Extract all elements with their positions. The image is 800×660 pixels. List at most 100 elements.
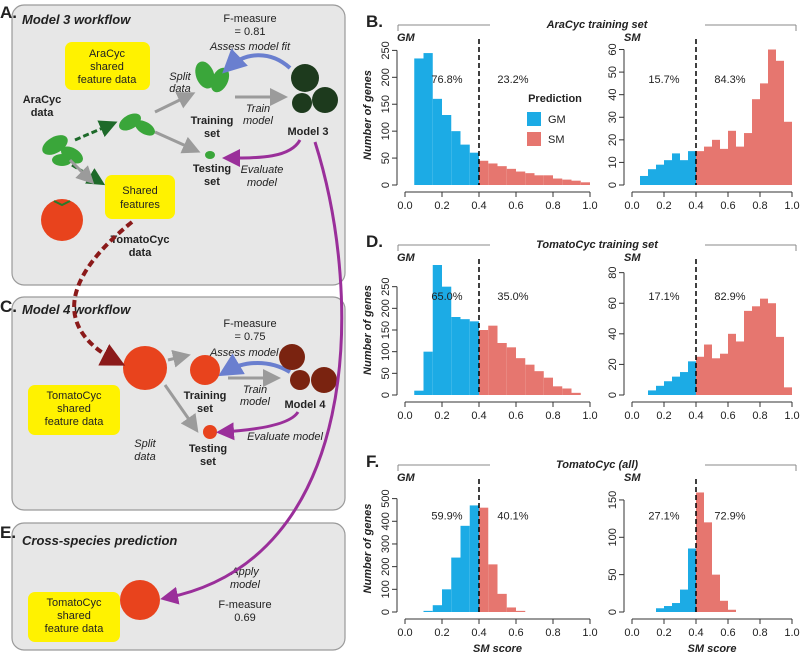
label: F-measure [218,599,271,611]
bar [688,361,696,395]
bar [488,163,498,185]
bar [784,121,792,185]
bar [776,60,784,185]
x-tick-label: 0.8 [752,410,767,422]
tomato-icon [120,580,160,620]
y-tick-label: 0 [607,182,619,188]
feature-box [105,175,175,219]
label: TomatoCyc [46,390,102,402]
label: shared [57,610,91,622]
bar [553,386,563,395]
bar [516,358,526,395]
y-tick-label: 250 [380,41,392,59]
bar [720,353,728,395]
x-tick-label: 1.0 [784,410,799,422]
y-tick-label: 0 [380,392,392,398]
legend-swatch [527,112,541,126]
bar [744,133,752,185]
percent-label: 40.1% [497,510,528,522]
x-tick-label: 0.4 [471,410,486,422]
bar [736,146,744,185]
bar [696,356,704,395]
label: Training [191,115,234,127]
label: TomatoCyc [46,597,102,609]
group-title: TomatoCyc (all) [556,459,638,471]
bar [460,525,470,612]
y-axis-label: Number of genes [362,285,374,375]
cross-panel: E. Cross-species prediction Apply model … [0,522,346,651]
label: set [197,403,213,415]
hist-title: GM [397,472,416,484]
label: model [230,579,261,591]
percent-label: 82.9% [714,291,745,303]
y-tick-label: 100 [607,528,619,546]
panel-letter: A. [0,3,17,22]
bar [469,321,479,395]
bar [744,310,752,395]
bar [712,574,720,612]
label: Split [134,438,156,450]
gear-icon [291,64,338,113]
x-tick-label: 0.0 [624,627,639,639]
bar [543,175,553,185]
hist-title: GM [397,32,416,44]
bar [664,381,672,395]
bar [664,160,672,185]
x-tick-label: 1.0 [582,627,597,639]
label: set [204,176,220,188]
y-tick-label: 400 [380,512,392,530]
y-tick-label: 40 [607,89,619,101]
bar [664,606,672,612]
bar [672,153,680,185]
bar [497,166,507,185]
group-title: TomatoCyc training set [536,239,659,251]
bar [768,49,776,185]
bar [534,371,544,395]
x-tick-label: 0.2 [656,410,671,422]
panel-title: Model 3 workflow [22,12,131,27]
x-tick-label: 0.4 [688,627,703,639]
x-tick-label: 1.0 [784,200,799,212]
label: Testing [193,163,231,175]
tomato-icon [123,346,167,390]
percent-label: 84.3% [714,74,745,86]
percent-label: 23.2% [497,74,528,86]
y-tick-label: 100 [380,580,392,598]
bar [720,148,728,185]
x-tick-label: 0.2 [434,200,449,212]
label: F-measure [223,318,276,330]
percent-label: 27.1% [648,510,679,522]
panel-letter: E. [0,523,16,542]
panel-letter: D. [366,232,383,251]
bar [525,364,535,395]
tomato-icon [190,355,220,385]
feature-box [65,42,150,90]
x-tick-label: 0.6 [720,200,735,212]
label: Assess model fit [209,347,291,359]
y-tick-label: 30 [607,111,619,123]
bar [571,392,581,395]
hist-title: SM [624,252,641,264]
bar [752,306,760,395]
bar [728,333,736,395]
bar [640,175,648,185]
y-tick-label: 500 [380,489,392,507]
hist-title: GM [397,252,416,264]
bar [451,557,461,612]
bar [432,265,442,395]
label: 0.69 [234,612,255,624]
group-title-bg [490,235,705,253]
bar [488,325,498,395]
bar [451,131,461,185]
y-tick-label: 300 [380,535,392,553]
label: Shared [122,185,157,197]
hist-title: SM [624,32,641,44]
bar [506,347,516,395]
label: data [129,247,153,259]
y-axis-label: Number of genes [362,70,374,160]
legend-title: Prediction [528,93,582,105]
legend-label: SM [548,134,565,146]
label: Evaluate [241,164,284,176]
bar [580,182,590,185]
x-tick-label: 0.6 [508,200,523,212]
